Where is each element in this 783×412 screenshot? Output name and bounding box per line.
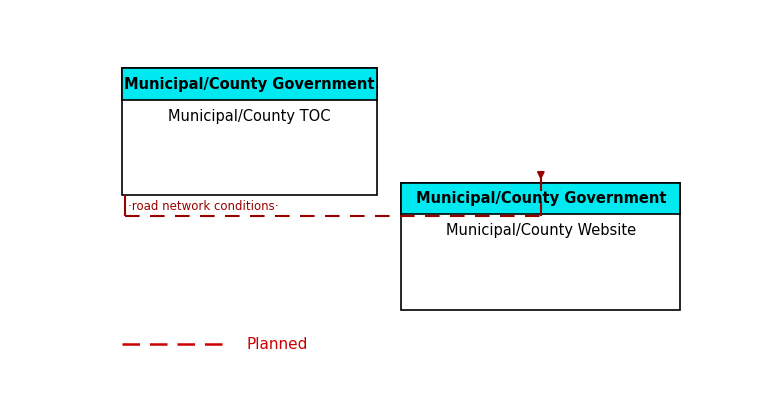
Text: ·road network conditions·: ·road network conditions·: [128, 201, 279, 213]
Bar: [122, 68, 377, 100]
Text: Planned: Planned: [247, 337, 308, 352]
Text: Municipal/County TOC: Municipal/County TOC: [168, 109, 331, 124]
Bar: [402, 183, 680, 309]
Bar: [402, 183, 680, 214]
Bar: [122, 68, 377, 195]
Text: Municipal/County Website: Municipal/County Website: [446, 223, 636, 238]
Text: Municipal/County Government: Municipal/County Government: [124, 77, 375, 91]
Text: Municipal/County Government: Municipal/County Government: [416, 191, 666, 206]
